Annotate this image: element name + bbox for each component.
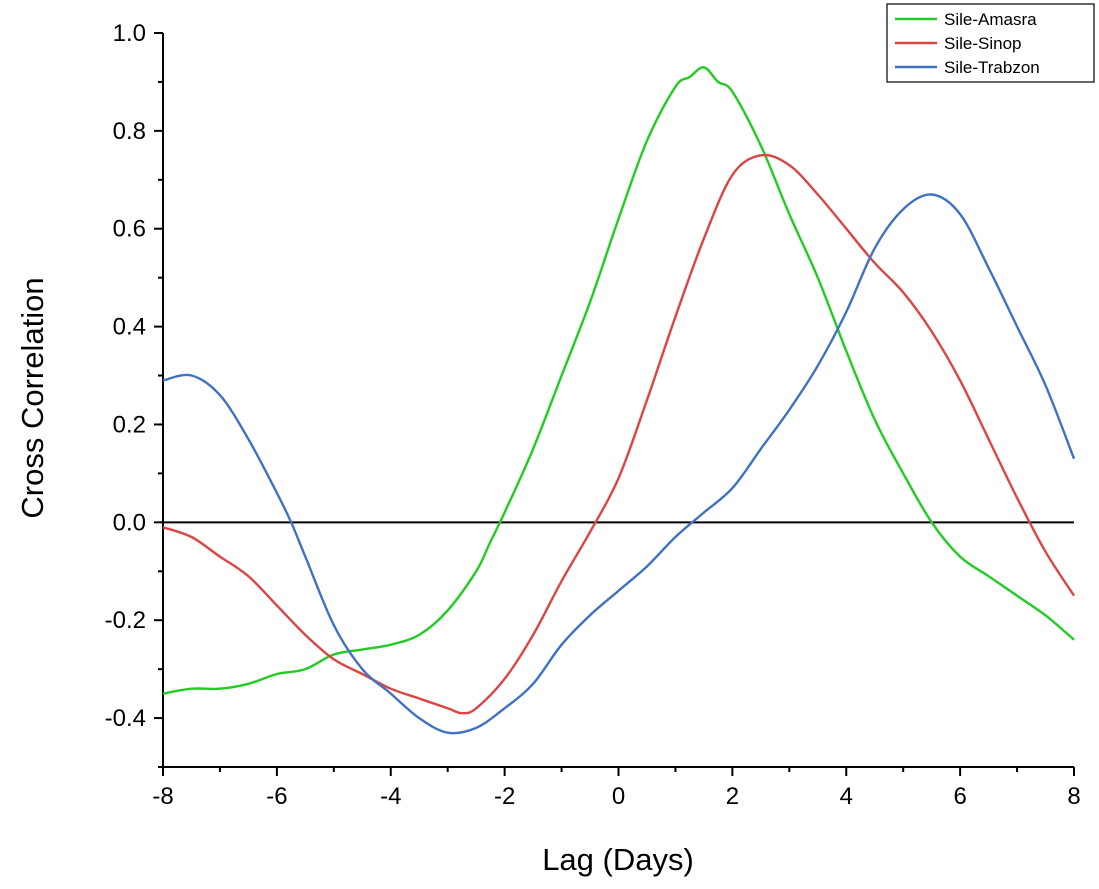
x-tick-label: 2 (726, 783, 739, 810)
y-tick-label: -0.4 (105, 705, 146, 732)
y-tick-label: 0.4 (113, 314, 146, 341)
y-tick-label: 0.2 (113, 411, 146, 438)
x-tick-label: 8 (1067, 783, 1080, 810)
y-tick-label: 0.6 (113, 216, 146, 243)
x-tick-label: -4 (380, 783, 401, 810)
series-layer (162, 66, 1076, 735)
x-tick-label: -6 (266, 783, 287, 810)
tick-labels: -8 -6 -4 -2 0 2 4 6 8 -0.4 -0.2 0.0 0.2 0.4 0.6 0.8 1.0 (105, 20, 1081, 810)
legend-label-sile-amasra: Sile-Amasra (944, 10, 1037, 29)
x-tick-label: 4 (840, 783, 853, 810)
legend: Sile-Amasra Sile-Sinop Sile-Trabzon (886, 3, 1095, 83)
y-tick-label: 0.8 (113, 118, 146, 145)
x-tick-label: 6 (953, 783, 966, 810)
y-tick-label: 0.0 (113, 509, 146, 536)
y-tick-label: 1.0 (113, 20, 146, 47)
series-line-sile-sinop (162, 153, 1076, 715)
x-tick-label: -8 (152, 783, 173, 810)
y-tick-label: -0.2 (105, 607, 146, 634)
x-tick-label: -2 (494, 783, 515, 810)
axes (154, 32, 1075, 776)
x-axis-title: Lag (Days) (542, 842, 694, 877)
x-tick-label: 0 (612, 783, 625, 810)
y-axis-title: Cross Correlation (15, 277, 50, 518)
legend-label-sile-trabzon: Sile-Trabzon (944, 58, 1040, 77)
series-line-sile-amasra (162, 66, 1075, 695)
legend-label-sile-sinop: Sile-Sinop (944, 34, 1022, 53)
series-line-sile-trabzon (162, 193, 1076, 735)
